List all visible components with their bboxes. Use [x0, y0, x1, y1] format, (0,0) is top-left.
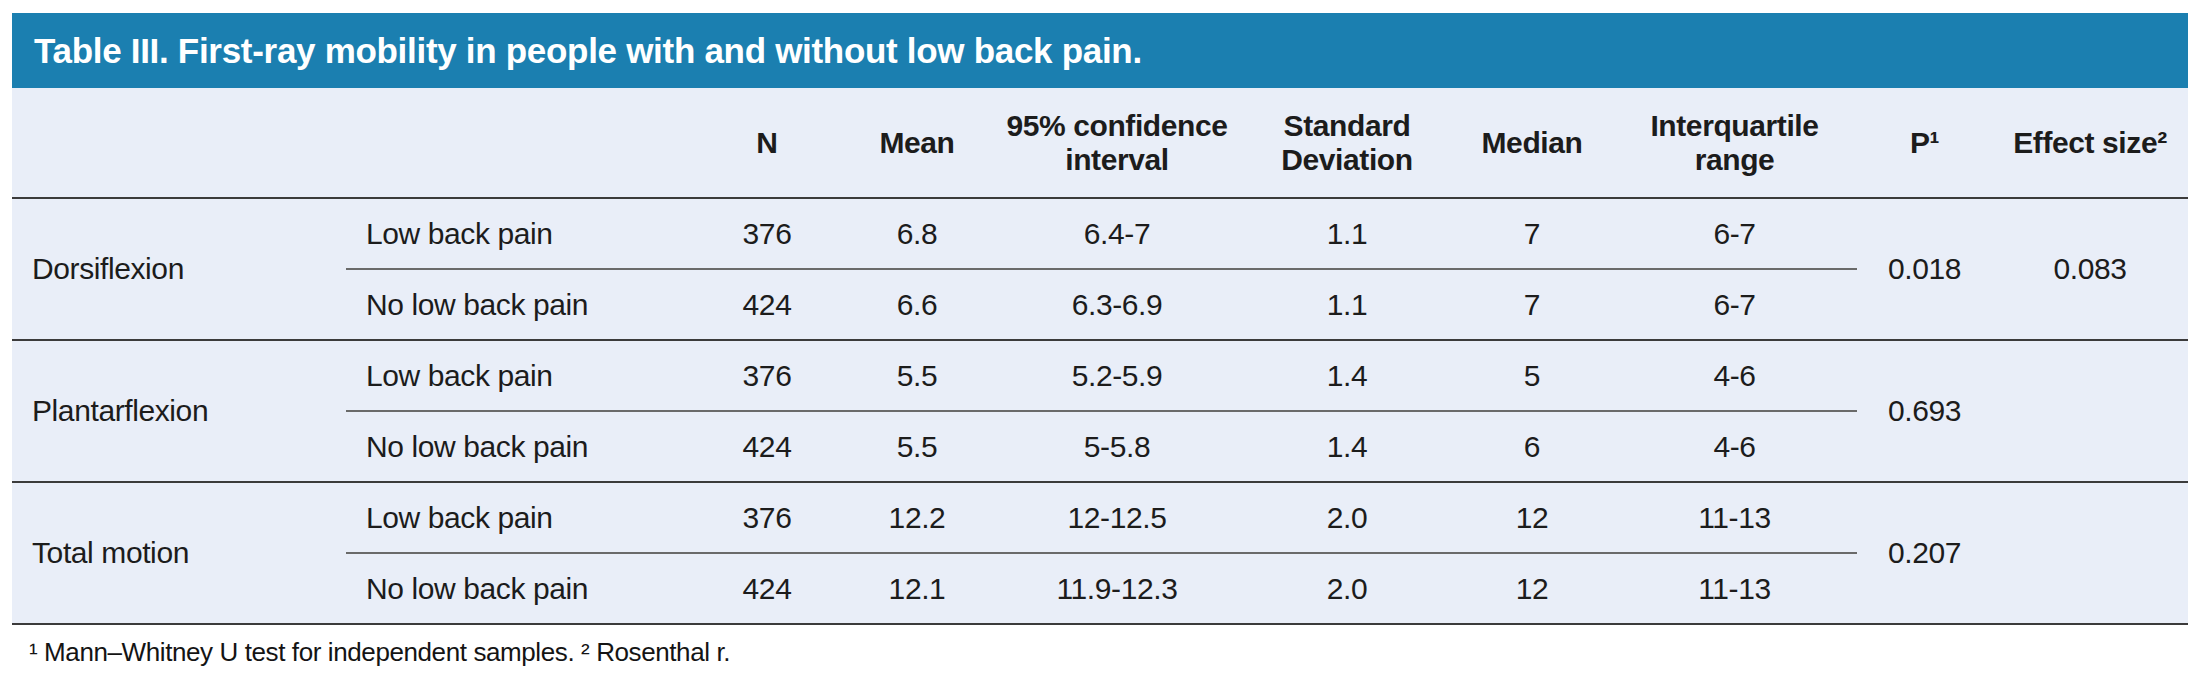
header-row: N Mean 95% confidence interval Standard … — [12, 88, 2188, 198]
cell-cohort: Low back pain — [346, 340, 692, 411]
cell-median: 6 — [1452, 411, 1612, 482]
cell-n: 424 — [692, 269, 842, 340]
cell-ci: 6.4-7 — [992, 198, 1242, 269]
column-header-iqr: Interquartile range — [1612, 88, 1857, 198]
column-header-effect-size: Effect size² — [1992, 88, 2188, 198]
column-header-p: P¹ — [1857, 88, 1992, 198]
table-row: Dorsiflexion Low back pain 376 6.8 6.4-7… — [12, 198, 2188, 269]
cell-cohort: No low back pain — [346, 269, 692, 340]
column-header-median: Median — [1452, 88, 1612, 198]
cell-p-value: 0.207 — [1857, 482, 1992, 624]
cell-ci: 5-5.8 — [992, 411, 1242, 482]
cell-sd: 1.1 — [1242, 198, 1452, 269]
cell-cohort: No low back pain — [346, 411, 692, 482]
cell-iqr: 6-7 — [1612, 269, 1857, 340]
column-header-sd: Standard Deviation — [1242, 88, 1452, 198]
cell-iqr: 11-13 — [1612, 482, 1857, 553]
cell-median: 7 — [1452, 269, 1612, 340]
cell-sd: 2.0 — [1242, 553, 1452, 624]
header-measure-blank — [12, 88, 346, 198]
cell-mean: 6.6 — [842, 269, 992, 340]
cell-cohort: Low back pain — [346, 198, 692, 269]
cell-median: 5 — [1452, 340, 1612, 411]
cell-iqr: 6-7 — [1612, 198, 1857, 269]
header-cohort-blank — [346, 88, 692, 198]
cell-effect-size — [1992, 482, 2188, 624]
cell-effect-size — [1992, 340, 2188, 482]
table-row: Total motion Low back pain 376 12.2 12-1… — [12, 482, 2188, 553]
table-panel: Table III. First-ray mobility in people … — [12, 13, 2188, 668]
cell-mean: 12.2 — [842, 482, 992, 553]
cell-ci: 5.2-5.9 — [992, 340, 1242, 411]
cell-mean: 5.5 — [842, 340, 992, 411]
cell-mean: 6.8 — [842, 198, 992, 269]
first-ray-mobility-table: N Mean 95% confidence interval Standard … — [12, 88, 2188, 625]
cell-sd: 1.1 — [1242, 269, 1452, 340]
cell-median: 12 — [1452, 553, 1612, 624]
cell-cohort: No low back pain — [346, 553, 692, 624]
cell-n: 376 — [692, 482, 842, 553]
cell-p-value: 0.018 — [1857, 198, 1992, 340]
row-label-dorsiflexion: Dorsiflexion — [12, 198, 346, 340]
cell-mean: 5.5 — [842, 411, 992, 482]
cell-n: 424 — [692, 553, 842, 624]
cell-ci: 6.3-6.9 — [992, 269, 1242, 340]
cell-n: 376 — [692, 340, 842, 411]
cell-ci: 12-12.5 — [992, 482, 1242, 553]
row-label-plantarflexion: Plantarflexion — [12, 340, 346, 482]
cell-median: 7 — [1452, 198, 1612, 269]
cell-iqr: 4-6 — [1612, 411, 1857, 482]
column-header-n: N — [692, 88, 842, 198]
cell-p-value: 0.693 — [1857, 340, 1992, 482]
table-footnote: ¹ Mann–Whitney U test for independent sa… — [12, 625, 2188, 668]
table-title: Table III. First-ray mobility in people … — [34, 31, 1142, 71]
cell-effect-size: 0.083 — [1992, 198, 2188, 340]
column-header-mean: Mean — [842, 88, 992, 198]
cell-sd: 2.0 — [1242, 482, 1452, 553]
cell-cohort: Low back pain — [346, 482, 692, 553]
column-header-ci: 95% confidence interval — [992, 88, 1242, 198]
cell-n: 376 — [692, 198, 842, 269]
row-label-total-motion: Total motion — [12, 482, 346, 624]
cell-iqr: 4-6 — [1612, 340, 1857, 411]
cell-n: 424 — [692, 411, 842, 482]
table-title-bar: Table III. First-ray mobility in people … — [12, 13, 2188, 88]
cell-ci: 11.9-12.3 — [992, 553, 1242, 624]
cell-iqr: 11-13 — [1612, 553, 1857, 624]
cell-sd: 1.4 — [1242, 411, 1452, 482]
table-row: Plantarflexion Low back pain 376 5.5 5.2… — [12, 340, 2188, 411]
cell-median: 12 — [1452, 482, 1612, 553]
cell-mean: 12.1 — [842, 553, 992, 624]
cell-sd: 1.4 — [1242, 340, 1452, 411]
